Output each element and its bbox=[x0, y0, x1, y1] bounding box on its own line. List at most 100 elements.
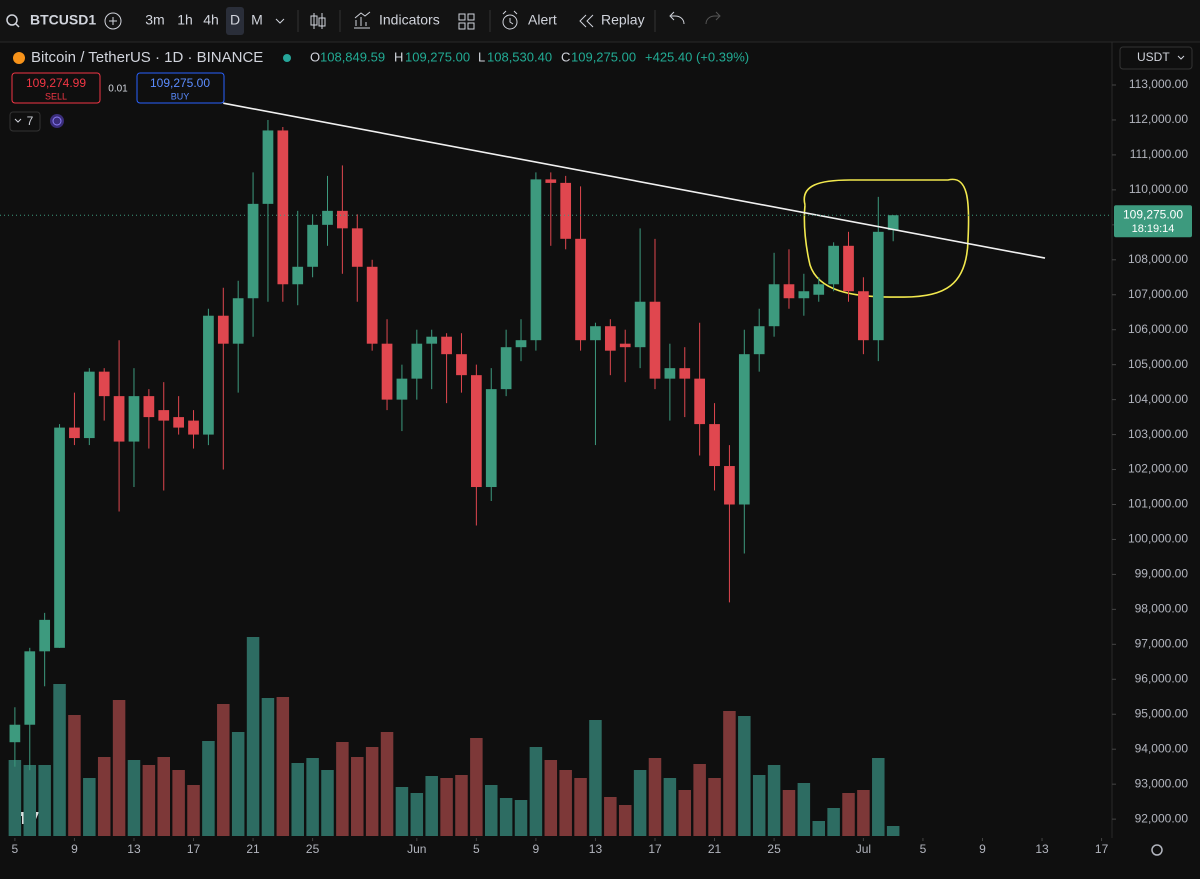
volume-bar bbox=[127, 760, 141, 836]
candle-body bbox=[709, 424, 720, 467]
legend-key: H bbox=[394, 49, 403, 64]
volume-bar bbox=[455, 775, 468, 836]
indicator-count: 7 bbox=[27, 114, 34, 128]
volume-bar bbox=[574, 778, 587, 836]
status-dot bbox=[283, 54, 291, 62]
y-tick-label: 99,000.00 bbox=[1135, 567, 1189, 581]
replay-button[interactable]: Replay bbox=[601, 12, 645, 28]
undo[interactable] bbox=[669, 11, 685, 25]
y-tick-label: 102,000.00 bbox=[1128, 462, 1188, 476]
volume-bar bbox=[752, 775, 766, 836]
buy-button[interactable] bbox=[136, 72, 225, 104]
candle-body bbox=[783, 284, 795, 299]
candle-body bbox=[604, 326, 616, 351]
candle-body bbox=[798, 291, 810, 299]
search-icon[interactable] bbox=[6, 14, 18, 26]
quantity: 0.01 bbox=[108, 84, 128, 95]
candle-body bbox=[396, 378, 408, 400]
symbol[interactable]: BTCUSD1 bbox=[30, 12, 96, 28]
volume-bar bbox=[782, 790, 796, 836]
candle-body bbox=[679, 368, 691, 379]
trendline bbox=[223, 102, 1046, 259]
buy-label: BUY bbox=[171, 91, 190, 101]
candle-body bbox=[664, 368, 676, 379]
x-tick-label: Jul bbox=[856, 842, 871, 856]
volume-bar bbox=[336, 742, 349, 836]
candle-body bbox=[858, 291, 869, 341]
candle-body bbox=[277, 130, 289, 285]
candle-body bbox=[113, 396, 125, 442]
volume-bar bbox=[172, 770, 185, 836]
volume-bar bbox=[202, 741, 215, 836]
x-tick-label: 13 bbox=[127, 842, 141, 856]
indicator-toggle[interactable] bbox=[9, 111, 41, 132]
volume-bar bbox=[618, 805, 632, 836]
volume-bar bbox=[306, 758, 319, 836]
alert-button[interactable]: Alert bbox=[528, 12, 557, 28]
candle-body bbox=[872, 231, 884, 341]
interval[interactable]: 4h bbox=[203, 12, 219, 28]
coin-icon bbox=[13, 52, 25, 64]
x-tick-label: 13 bbox=[1035, 842, 1049, 856]
candle-body bbox=[322, 210, 333, 225]
currency: USDT bbox=[1137, 50, 1170, 64]
interval[interactable]: 3m bbox=[145, 12, 164, 28]
candle-body bbox=[337, 210, 348, 229]
candle-body bbox=[515, 340, 527, 348]
volume-bar bbox=[157, 757, 171, 836]
volume-bar bbox=[68, 715, 81, 836]
candle-body bbox=[173, 417, 184, 428]
y-tick-label: 108,000.00 bbox=[1128, 252, 1188, 266]
replay-icon bbox=[579, 14, 594, 28]
volume-bar bbox=[514, 800, 528, 836]
currency-menu bbox=[1177, 55, 1185, 60]
settings-icon[interactable] bbox=[1151, 844, 1163, 856]
candle-body bbox=[9, 724, 21, 743]
bar-countdown: 18:19:14 bbox=[1132, 223, 1175, 235]
volume-bar bbox=[187, 785, 200, 836]
candle-body bbox=[768, 284, 780, 327]
interval[interactable]: D bbox=[230, 12, 240, 28]
alert-icon bbox=[502, 10, 518, 25]
candle-body bbox=[98, 371, 110, 397]
volume-bar bbox=[767, 765, 781, 836]
interval-menu[interactable] bbox=[275, 18, 285, 24]
candle-body bbox=[292, 266, 304, 285]
candle-body bbox=[307, 224, 318, 267]
candle-body bbox=[634, 301, 646, 348]
volume-bar bbox=[797, 783, 811, 836]
candle-body bbox=[828, 245, 839, 285]
interval[interactable]: M bbox=[251, 12, 263, 28]
sell-button[interactable] bbox=[11, 72, 101, 104]
candle-body bbox=[39, 619, 51, 652]
volume-bar bbox=[827, 808, 840, 836]
candle-body bbox=[411, 343, 423, 379]
volume-bar bbox=[217, 704, 230, 836]
y-tick-label: 107,000.00 bbox=[1128, 287, 1188, 301]
volume-bar bbox=[231, 732, 245, 836]
currency-button[interactable] bbox=[1119, 46, 1193, 70]
templates-icon[interactable] bbox=[458, 13, 475, 30]
volume-bar bbox=[589, 720, 602, 836]
y-tick-label: 93,000.00 bbox=[1135, 776, 1189, 790]
volume-bar bbox=[380, 732, 394, 836]
volume-bar bbox=[276, 697, 290, 836]
legend-key: L bbox=[478, 49, 485, 64]
last-price-label: 109,275.00 bbox=[1123, 207, 1183, 221]
candle-body bbox=[694, 378, 706, 425]
volume-bar bbox=[723, 711, 736, 836]
buy-price: 109,275.00 bbox=[150, 76, 210, 90]
redo[interactable] bbox=[705, 11, 721, 25]
sync-icon bbox=[50, 114, 64, 128]
volume-bar bbox=[633, 770, 647, 836]
volume-bar bbox=[97, 757, 111, 836]
indicators-button[interactable]: Indicators bbox=[379, 12, 440, 28]
interval[interactable]: 1h bbox=[177, 12, 193, 28]
legend-title: Bitcoin / TetherUS · 1D · BINANCE bbox=[31, 49, 263, 66]
volume-bar bbox=[499, 798, 513, 836]
x-tick-label: 5 bbox=[920, 842, 927, 856]
x-tick-label: 17 bbox=[648, 842, 662, 856]
candle-body bbox=[54, 427, 65, 648]
volume-bar bbox=[470, 738, 483, 836]
add-symbol[interactable] bbox=[104, 12, 122, 30]
